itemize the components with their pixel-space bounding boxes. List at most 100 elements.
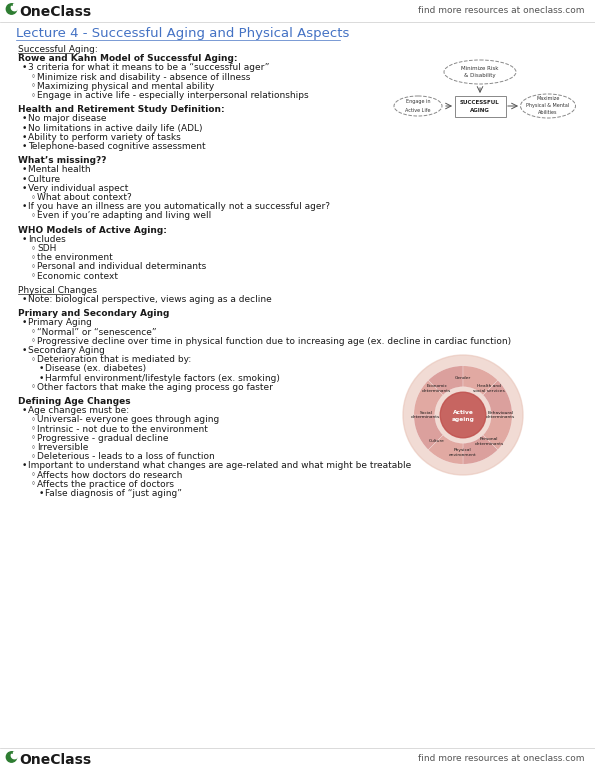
Circle shape [7,752,17,762]
Text: •: • [22,346,27,355]
Text: •: • [22,63,27,72]
Text: •: • [22,319,27,327]
Text: •: • [22,235,27,244]
Wedge shape [428,435,463,464]
Text: 3 criteria for what it means to be a “successful ager”: 3 criteria for what it means to be a “su… [28,63,270,72]
Text: •: • [22,407,27,415]
Text: Physical
environment: Physical environment [449,448,477,457]
Text: Very individual aspect: Very individual aspect [28,184,129,192]
Wedge shape [463,366,498,395]
Text: Behavioural
determinants: Behavioural determinants [486,410,515,420]
Text: Abilities: Abilities [538,111,558,116]
Text: ◦: ◦ [31,424,36,434]
Text: & Disability: & Disability [464,73,496,79]
Text: ◦: ◦ [31,443,36,452]
Text: Telephone-based cognitive assessment: Telephone-based cognitive assessment [28,142,206,151]
Text: Defining Age Changes: Defining Age Changes [18,397,131,406]
Text: Maximize: Maximize [536,96,560,102]
Text: ◦: ◦ [31,480,36,489]
Text: Personal and individual determinants: Personal and individual determinants [37,263,206,271]
Text: Secondary Aging: Secondary Aging [28,346,105,355]
Text: Note: biological perspective, views aging as a decline: Note: biological perspective, views agin… [28,295,272,304]
Text: “Normal” or “senescence”: “Normal” or “senescence” [37,327,156,336]
Text: ◦: ◦ [31,244,36,253]
Text: SUCCESSFUL: SUCCESSFUL [460,99,500,105]
Text: Culture: Culture [429,440,444,444]
Text: find more resources at oneclass.com: find more resources at oneclass.com [418,754,585,763]
Text: Affects how doctors do research: Affects how doctors do research [37,470,183,480]
Text: Affects the practice of doctors: Affects the practice of doctors [37,480,174,489]
Text: •: • [22,142,27,151]
Text: find more resources at oneclass.com: find more resources at oneclass.com [418,6,585,15]
Text: Engage in active life - especially interpersonal relationships: Engage in active life - especially inter… [37,91,309,100]
Text: Primary Aging: Primary Aging [28,319,92,327]
Wedge shape [428,366,463,395]
Text: Includes: Includes [28,235,66,244]
Text: Economic context: Economic context [37,272,118,280]
Text: ◦: ◦ [31,72,36,82]
Text: ◦: ◦ [31,263,36,271]
Text: Successful Aging:: Successful Aging: [18,45,98,54]
Text: AGING: AGING [470,108,490,112]
Text: Health and
social services: Health and social services [474,384,505,393]
Circle shape [11,5,18,11]
Text: Maximizing physical and mental ability: Maximizing physical and mental ability [37,82,214,91]
Text: •: • [22,132,27,142]
FancyBboxPatch shape [455,95,506,116]
Text: False diagnosis of “just aging”: False diagnosis of “just aging” [45,489,182,498]
Text: Progressive decline over time in physical function due to increasing age (ex. de: Progressive decline over time in physica… [37,336,511,346]
Text: ◦: ◦ [31,383,36,392]
Text: OneClass: OneClass [19,753,91,767]
Text: No limitations in active daily life (ADL): No limitations in active daily life (ADL… [28,124,202,132]
Text: Progressive - gradual decline: Progressive - gradual decline [37,434,168,443]
Text: Personal
determinants: Personal determinants [475,437,504,446]
Text: ◦: ◦ [31,415,36,424]
Text: Culture: Culture [28,175,61,183]
Text: •: • [22,184,27,192]
Text: Irreversible: Irreversible [37,443,89,452]
Text: ◦: ◦ [31,82,36,91]
Text: Other factors that make the aging process go faster: Other factors that make the aging proces… [37,383,273,392]
Text: Health and Retirement Study Definition:: Health and Retirement Study Definition: [18,105,225,114]
Text: Mental health: Mental health [28,166,90,174]
Text: If you have an illness are you automatically not a successful ager?: If you have an illness are you automatic… [28,203,330,211]
Wedge shape [483,380,512,415]
Text: OneClass: OneClass [19,5,91,19]
Text: ◦: ◦ [31,253,36,263]
Text: ◦: ◦ [31,470,36,480]
Text: Physical Changes: Physical Changes [18,286,97,295]
Text: Deterioration that is mediated by:: Deterioration that is mediated by: [37,355,191,364]
Text: Rowe and Kahn Model of Successful Aging:: Rowe and Kahn Model of Successful Aging: [18,54,237,63]
Text: Deleterious - leads to a loss of function: Deleterious - leads to a loss of functio… [37,452,215,461]
Text: •: • [22,124,27,132]
Text: Physical & Mental: Physical & Mental [527,103,569,109]
Text: Intrinsic - not due to the environment: Intrinsic - not due to the environment [37,424,208,434]
Text: ageing: ageing [452,417,474,421]
Text: What’s missing??: What’s missing?? [18,156,107,166]
Text: Disease (ex. diabetes): Disease (ex. diabetes) [45,364,146,373]
Text: •: • [22,166,27,174]
Text: Ability to perform variety of tasks: Ability to perform variety of tasks [28,132,181,142]
Text: Minimize Risk: Minimize Risk [461,65,499,71]
Text: What about context?: What about context? [37,193,131,202]
Circle shape [403,355,523,475]
Text: •: • [39,373,45,383]
Wedge shape [483,415,512,450]
Text: ◦: ◦ [31,212,36,220]
Wedge shape [414,415,443,450]
Text: the environment: the environment [37,253,112,263]
Text: Harmful environment/lifestyle factors (ex. smoking): Harmful environment/lifestyle factors (e… [45,373,280,383]
Text: Active Life: Active Life [405,108,431,112]
Text: •: • [22,295,27,304]
Text: •: • [22,203,27,211]
Text: SDH: SDH [37,244,57,253]
Text: •: • [22,461,27,470]
Text: Universal- everyone goes through aging: Universal- everyone goes through aging [37,415,219,424]
Text: Age changes must be:: Age changes must be: [28,407,129,415]
Text: •: • [22,175,27,183]
Text: ◦: ◦ [31,272,36,280]
Text: No major disease: No major disease [28,115,107,123]
Text: Economic
determinants: Economic determinants [422,384,452,393]
Text: ◦: ◦ [31,336,36,346]
Text: •: • [22,115,27,123]
